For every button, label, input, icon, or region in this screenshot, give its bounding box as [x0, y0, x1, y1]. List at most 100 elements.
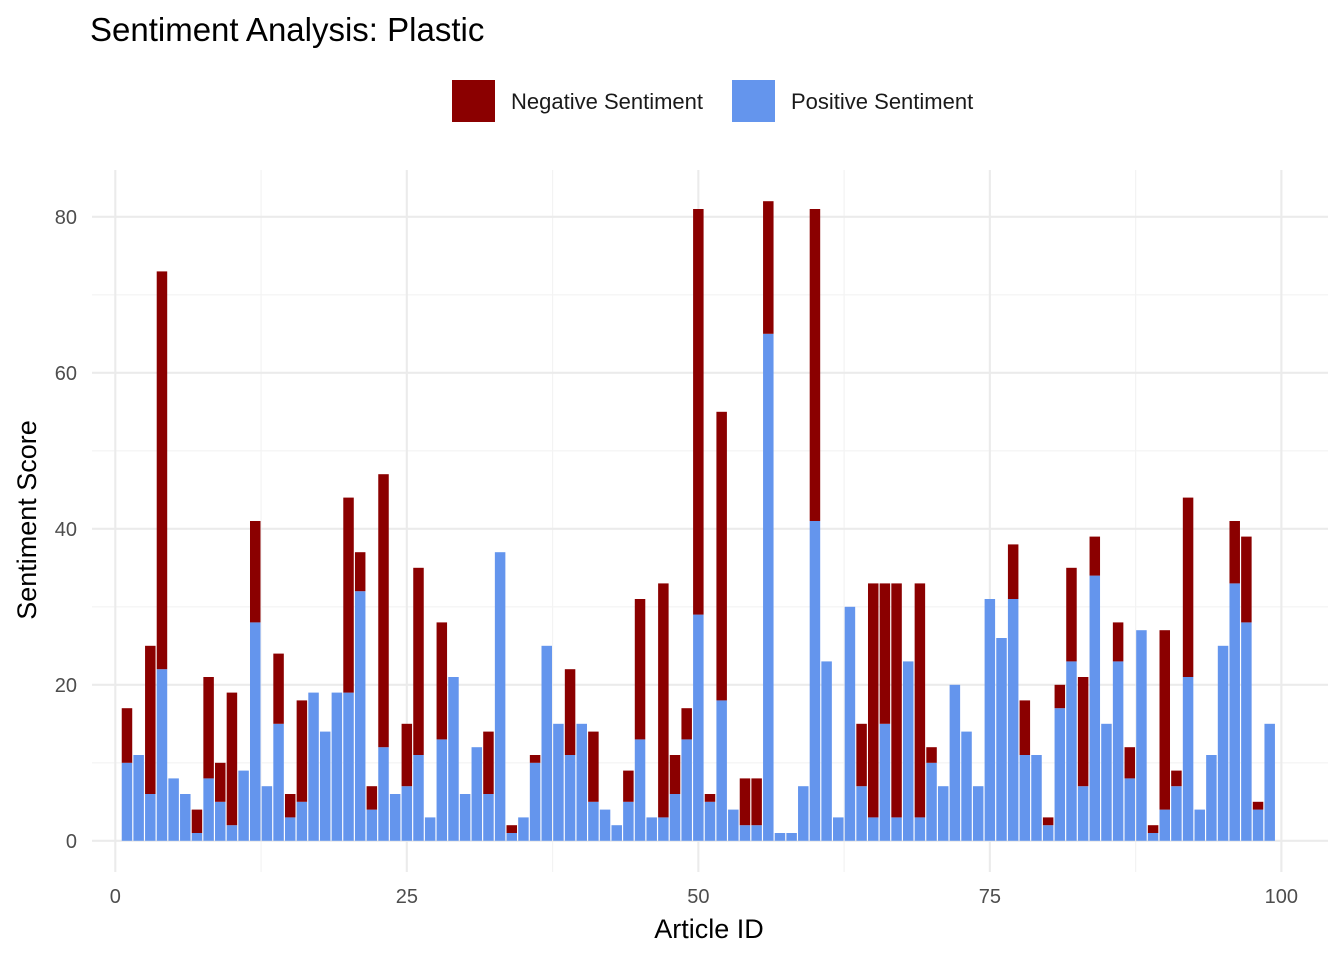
bar-positive — [914, 817, 926, 841]
legend-key-positive — [732, 80, 775, 122]
bar-negative — [529, 755, 541, 763]
bar-negative — [273, 653, 284, 724]
y-tick-label: 0 — [66, 831, 77, 853]
bar-negative — [284, 794, 296, 818]
bar-positive — [844, 606, 856, 841]
bar-negative — [693, 209, 704, 615]
x-axis-title: Article ID — [654, 914, 764, 944]
y-axis-ticks: 0 20 40 60 80 — [55, 207, 77, 853]
bar-negative — [1159, 630, 1171, 810]
bar-positive — [1112, 661, 1124, 841]
bar-negative — [203, 677, 214, 779]
bar-negative — [1054, 684, 1066, 709]
bar-positive — [984, 599, 996, 841]
bar-positive — [319, 731, 331, 841]
bar-positive — [599, 809, 611, 841]
bar-positive — [634, 739, 646, 841]
chart-title: Sentiment Analysis: Plastic — [90, 11, 484, 48]
bar-negative — [226, 692, 238, 826]
y-axis-title: Sentiment Score — [12, 420, 42, 620]
bar-negative — [1147, 825, 1159, 833]
bar-positive — [786, 833, 797, 841]
grid — [92, 170, 1328, 872]
x-tick-label: 25 — [396, 886, 418, 908]
bar-positive — [343, 692, 354, 841]
bar-negative — [867, 583, 879, 818]
bar-positive — [308, 692, 319, 841]
bar-positive — [1194, 809, 1205, 841]
bar-positive — [494, 552, 506, 841]
bar-positive — [156, 669, 168, 841]
bar-negative — [751, 778, 762, 826]
x-tick-label: 75 — [979, 886, 1001, 908]
bars — [121, 201, 1275, 841]
x-tick-label: 100 — [1265, 886, 1298, 908]
bar-positive — [623, 801, 634, 841]
bar-positive — [809, 521, 821, 841]
bar-positive — [751, 825, 762, 841]
bar-negative — [809, 209, 821, 521]
bar-negative — [879, 583, 891, 724]
bar-positive — [1077, 786, 1089, 841]
legend-key-negative — [452, 80, 495, 122]
bar-negative — [634, 599, 646, 740]
bar-negative — [1077, 677, 1089, 787]
bar-positive — [541, 645, 553, 841]
bar-positive — [704, 801, 716, 841]
bar-positive — [284, 817, 296, 841]
bar-positive — [261, 786, 273, 841]
bar-negative — [249, 521, 261, 623]
bar-positive — [191, 833, 203, 841]
bar-positive — [798, 786, 809, 841]
y-tick-label: 20 — [55, 675, 77, 697]
bar-positive — [506, 833, 518, 841]
bar-positive — [1031, 755, 1042, 841]
bar-negative — [354, 552, 366, 592]
bar-positive — [518, 817, 529, 841]
bar-positive — [739, 825, 751, 841]
bar-positive — [728, 809, 739, 841]
bar-negative — [343, 497, 354, 693]
bar-positive — [902, 661, 914, 841]
bar-negative — [1089, 536, 1101, 576]
legend-label-negative: Negative Sentiment — [511, 89, 703, 114]
legend-item-positive: Positive Sentiment — [732, 80, 973, 122]
bar-positive — [949, 684, 961, 841]
bar-negative — [296, 700, 308, 802]
bar-positive — [891, 817, 902, 841]
bar-positive — [669, 794, 681, 841]
bar-positive — [354, 591, 366, 841]
bar-positive — [471, 747, 483, 841]
bar-positive — [168, 778, 179, 841]
bar-positive — [1241, 622, 1252, 841]
bar-positive — [588, 801, 599, 841]
bar-positive — [996, 638, 1007, 841]
bar-negative — [681, 708, 692, 740]
bar-negative — [1252, 801, 1264, 810]
bar-negative — [156, 271, 168, 670]
bar-negative — [436, 622, 448, 740]
bar-positive — [564, 755, 576, 841]
bar-positive — [401, 786, 413, 841]
y-tick-label: 40 — [55, 519, 77, 541]
bar-positive — [1054, 708, 1066, 841]
bar-negative — [1112, 622, 1124, 662]
bar-negative — [1042, 817, 1054, 826]
bar-positive — [1042, 825, 1054, 841]
bar-positive — [1206, 755, 1217, 841]
bar-positive — [1136, 630, 1147, 841]
bar-negative — [564, 669, 576, 755]
bar-negative — [856, 723, 867, 787]
bar-positive — [972, 786, 984, 841]
bar-negative — [215, 762, 226, 802]
bar-positive — [215, 801, 226, 841]
bar-positive — [331, 692, 343, 841]
bar-negative — [191, 809, 203, 833]
bar-negative — [378, 474, 389, 748]
bar-positive — [529, 762, 541, 841]
bar-negative — [739, 778, 751, 826]
y-tick-label: 80 — [55, 207, 77, 229]
x-tick-label: 0 — [110, 886, 121, 908]
bar-positive — [366, 809, 378, 841]
